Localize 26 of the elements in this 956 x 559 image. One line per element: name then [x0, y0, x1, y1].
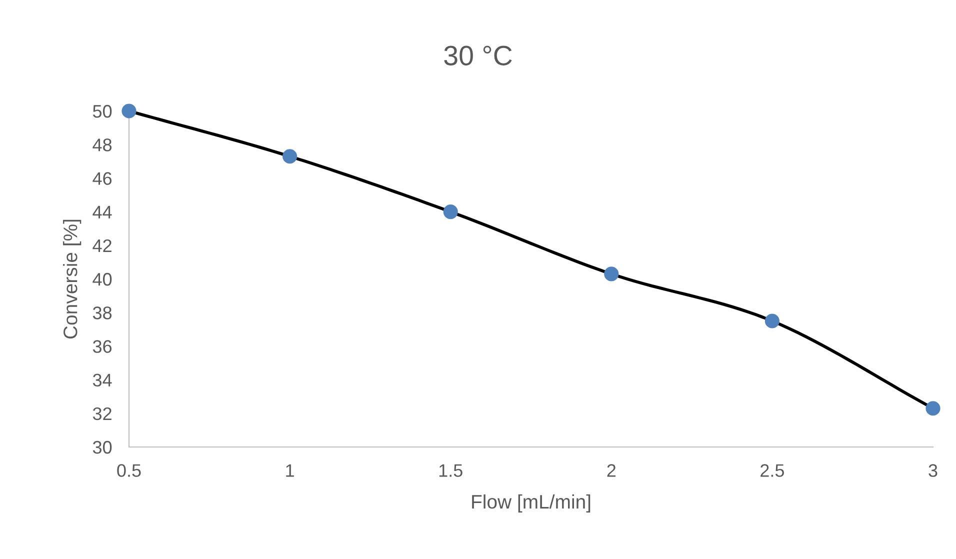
chart-title: 30 °C — [444, 46, 512, 66]
point — [282, 149, 298, 164]
x-tick-label: 1 — [286, 464, 294, 477]
y-axis-title: Conversie [%] — [63, 220, 82, 339]
y-tick-label: 40 — [92, 272, 112, 286]
x-tick-label: 3 — [928, 464, 938, 477]
y-tick-label: 34 — [92, 374, 112, 387]
y-tick-label: 48 — [92, 138, 112, 152]
point — [443, 204, 458, 220]
y-tick-label: 50 — [92, 104, 112, 118]
point — [926, 401, 940, 416]
x-axis-title: Flow [mL/min] — [472, 494, 590, 513]
y-tick-label: 38 — [92, 306, 112, 320]
x-tick-label: 2 — [607, 464, 616, 477]
x-tick-label: 2.5 — [760, 464, 784, 477]
y-tick-label: 36 — [92, 340, 112, 353]
y-tick-label: 42 — [92, 239, 112, 252]
x-tick-label: 1.5 — [439, 464, 462, 477]
y-tick-label: 44 — [92, 206, 112, 218]
point — [604, 266, 619, 282]
y-tick-label: 30 — [92, 440, 112, 454]
y-tick-label: 46 — [92, 172, 112, 185]
x-tick-label: 0.5 — [117, 464, 141, 477]
point — [764, 314, 780, 328]
point — [122, 104, 136, 118]
y-tick-label: 32 — [92, 407, 112, 420]
